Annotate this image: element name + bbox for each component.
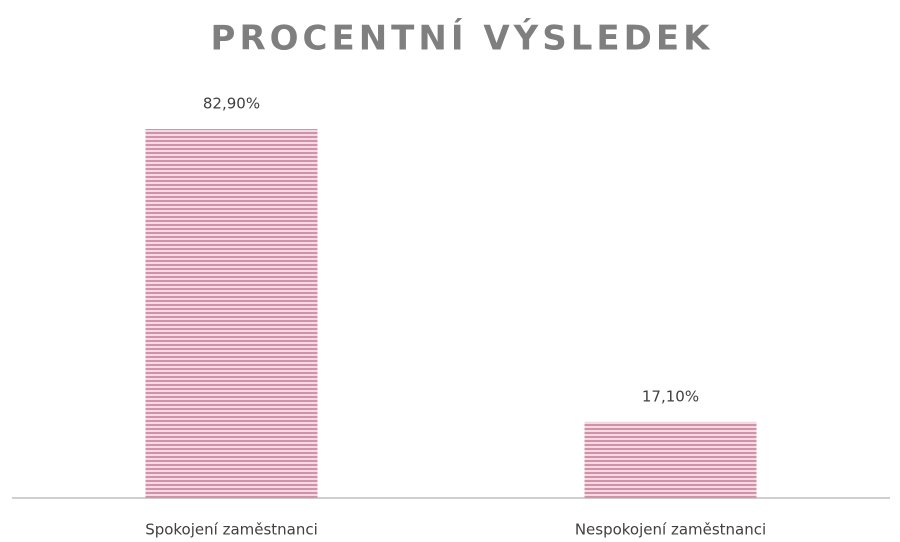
bar <box>145 129 318 498</box>
value-label: 17,10% <box>642 387 699 405</box>
value-label: 82,90% <box>203 95 260 113</box>
x-tick-label: Nespokojení zaměstnanci <box>575 521 766 539</box>
chart-title: PROCENTNÍ VÝSLEDEK <box>211 18 714 59</box>
x-tick-label: Spokojení zaměstnanci <box>145 521 318 539</box>
bar <box>584 421 757 498</box>
